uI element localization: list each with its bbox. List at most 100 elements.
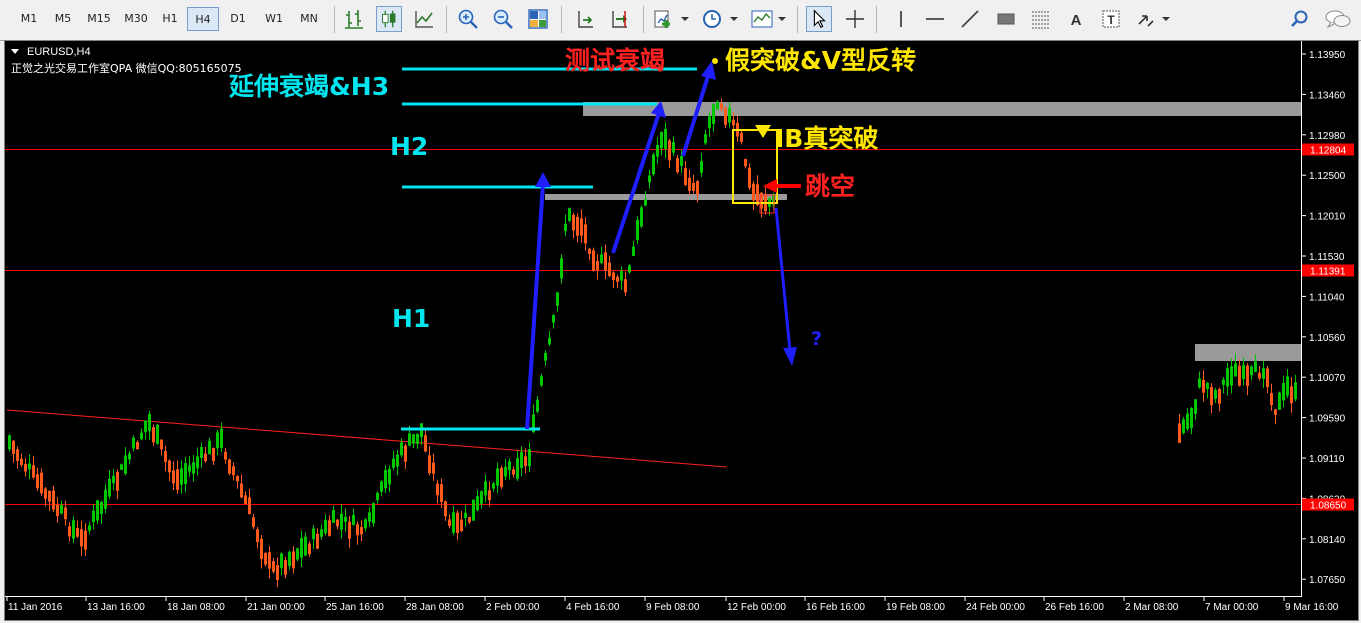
search-icon[interactable] bbox=[1287, 6, 1313, 32]
periods-icon[interactable] bbox=[700, 6, 740, 32]
text-label-icon[interactable]: T bbox=[1098, 6, 1124, 32]
chart-shift-icon[interactable] bbox=[572, 6, 598, 32]
timeframe-h1[interactable]: H1 bbox=[162, 12, 178, 25]
time-tick-label: 9 Mar 16:00 bbox=[1285, 602, 1339, 613]
candle-body bbox=[292, 551, 295, 569]
time-tick-label: 26 Feb 16:00 bbox=[1045, 602, 1104, 613]
indicators-icon[interactable] bbox=[651, 6, 691, 32]
candle-body bbox=[1266, 368, 1269, 388]
rectangle-icon[interactable] bbox=[993, 6, 1019, 32]
candle-body bbox=[216, 432, 219, 448]
candle-body bbox=[236, 475, 239, 482]
arrow-down[interactable] bbox=[774, 207, 792, 352]
candle-body bbox=[152, 427, 155, 443]
vertical-line-icon[interactable] bbox=[888, 6, 914, 32]
candle-body bbox=[136, 442, 139, 450]
candle-body bbox=[496, 468, 499, 486]
candlestick-icon[interactable] bbox=[376, 6, 402, 32]
resistance-zone[interactable] bbox=[583, 102, 1301, 116]
time-tick-label: 9 Feb 08:00 bbox=[646, 602, 700, 613]
candle-body bbox=[92, 510, 95, 523]
candle-body bbox=[316, 533, 319, 549]
candle-body bbox=[644, 199, 647, 206]
arrow-h2-up[interactable] bbox=[611, 112, 661, 254]
timeframe-m1[interactable]: M1 bbox=[20, 12, 38, 25]
candle-body bbox=[604, 252, 607, 271]
time-tick-label: 2 Feb 00:00 bbox=[486, 602, 540, 613]
arrow-h1-up[interactable] bbox=[525, 183, 545, 430]
candle-body bbox=[1198, 378, 1201, 388]
candle-body bbox=[1182, 419, 1185, 434]
candle-body bbox=[548, 337, 551, 345]
right-zone[interactable] bbox=[1195, 344, 1301, 361]
candle-body bbox=[520, 451, 523, 469]
candle-body bbox=[132, 437, 135, 449]
autoscroll-icon[interactable] bbox=[606, 6, 632, 32]
candle-body bbox=[1270, 393, 1273, 406]
candle-body bbox=[668, 140, 671, 161]
cursor-icon[interactable] bbox=[806, 6, 832, 32]
candle-body bbox=[228, 459, 231, 474]
templates-icon[interactable] bbox=[749, 6, 789, 32]
toolbar-separator bbox=[876, 6, 877, 33]
timeframe-mn[interactable]: MN bbox=[300, 12, 318, 25]
fibonacci-icon[interactable] bbox=[1028, 6, 1054, 32]
symbol-menu-arrow[interactable] bbox=[11, 49, 19, 54]
timeframe-m15[interactable]: M15 bbox=[87, 12, 111, 25]
candle-body bbox=[608, 262, 611, 277]
candle-body bbox=[1246, 365, 1249, 387]
candle-body bbox=[148, 414, 151, 431]
candle-body bbox=[1290, 386, 1293, 404]
arrow-h3-up[interactable] bbox=[681, 72, 711, 157]
horizontal-line-icon[interactable] bbox=[922, 6, 948, 32]
candle-body bbox=[1194, 399, 1197, 414]
timeframe-w1[interactable]: W1 bbox=[265, 12, 283, 25]
ib-box[interactable] bbox=[732, 129, 778, 204]
candle-body bbox=[432, 462, 435, 474]
timeframe-d1[interactable]: D1 bbox=[230, 12, 246, 25]
candle-body bbox=[376, 492, 379, 501]
candle-body bbox=[428, 455, 431, 474]
price-tag-label: 1.08650 bbox=[1310, 501, 1347, 512]
candle-body bbox=[404, 445, 407, 462]
candle-body bbox=[532, 414, 535, 433]
timeframe-m5[interactable]: M5 bbox=[54, 12, 72, 25]
candle-body bbox=[692, 182, 695, 191]
price-chart[interactable]: 1.13950 1.13460 1.12980 1.12500 1.12010 1.115… bbox=[5, 41, 1358, 620]
support-zone[interactable] bbox=[545, 194, 787, 200]
chat-icon[interactable] bbox=[1322, 6, 1354, 32]
timeframe-m30[interactable]: M30 bbox=[124, 12, 148, 25]
candle-body bbox=[344, 516, 347, 522]
chart-window[interactable]: 1.13950 1.13460 1.12980 1.12500 1.12010 1.115… bbox=[4, 40, 1359, 621]
trendline-red[interactable] bbox=[6, 409, 728, 468]
candle-body bbox=[268, 552, 271, 569]
bar-chart-icon[interactable] bbox=[341, 6, 367, 32]
timeframe-h4[interactable]: H4 bbox=[187, 7, 219, 31]
candle-body bbox=[124, 455, 127, 474]
crosshair-icon[interactable] bbox=[842, 6, 868, 32]
price-tick-label: 1.10070 bbox=[1309, 373, 1346, 384]
gap-arrow-head bbox=[763, 179, 777, 193]
candle-body bbox=[184, 463, 187, 485]
blue-arrows bbox=[525, 61, 797, 430]
text-icon[interactable]: A bbox=[1063, 6, 1089, 32]
candle-body bbox=[680, 156, 683, 166]
toolbar: M1 M5 M15 M30 H1 H4 D1 W1 MN A T bbox=[0, 0, 1361, 41]
candle-body bbox=[196, 456, 199, 469]
candle-body bbox=[348, 521, 351, 539]
price-tick-label: 1.12010 bbox=[1309, 212, 1346, 223]
trendline-icon[interactable] bbox=[957, 6, 983, 32]
zoom-in-icon[interactable] bbox=[455, 6, 481, 32]
arrows-icon[interactable] bbox=[1133, 6, 1173, 32]
time-tick-label: 24 Feb 00:00 bbox=[966, 602, 1025, 613]
candle-body bbox=[400, 442, 403, 456]
candle-body bbox=[220, 428, 223, 449]
candle-body bbox=[712, 103, 715, 124]
candle-body bbox=[1206, 382, 1209, 390]
candle-body bbox=[1274, 409, 1277, 415]
line-chart-icon[interactable] bbox=[411, 6, 437, 32]
zoom-out-icon[interactable] bbox=[490, 6, 516, 32]
svg-text:T: T bbox=[1107, 13, 1115, 27]
candle-body bbox=[200, 447, 203, 458]
tile-windows-icon[interactable] bbox=[525, 6, 551, 32]
